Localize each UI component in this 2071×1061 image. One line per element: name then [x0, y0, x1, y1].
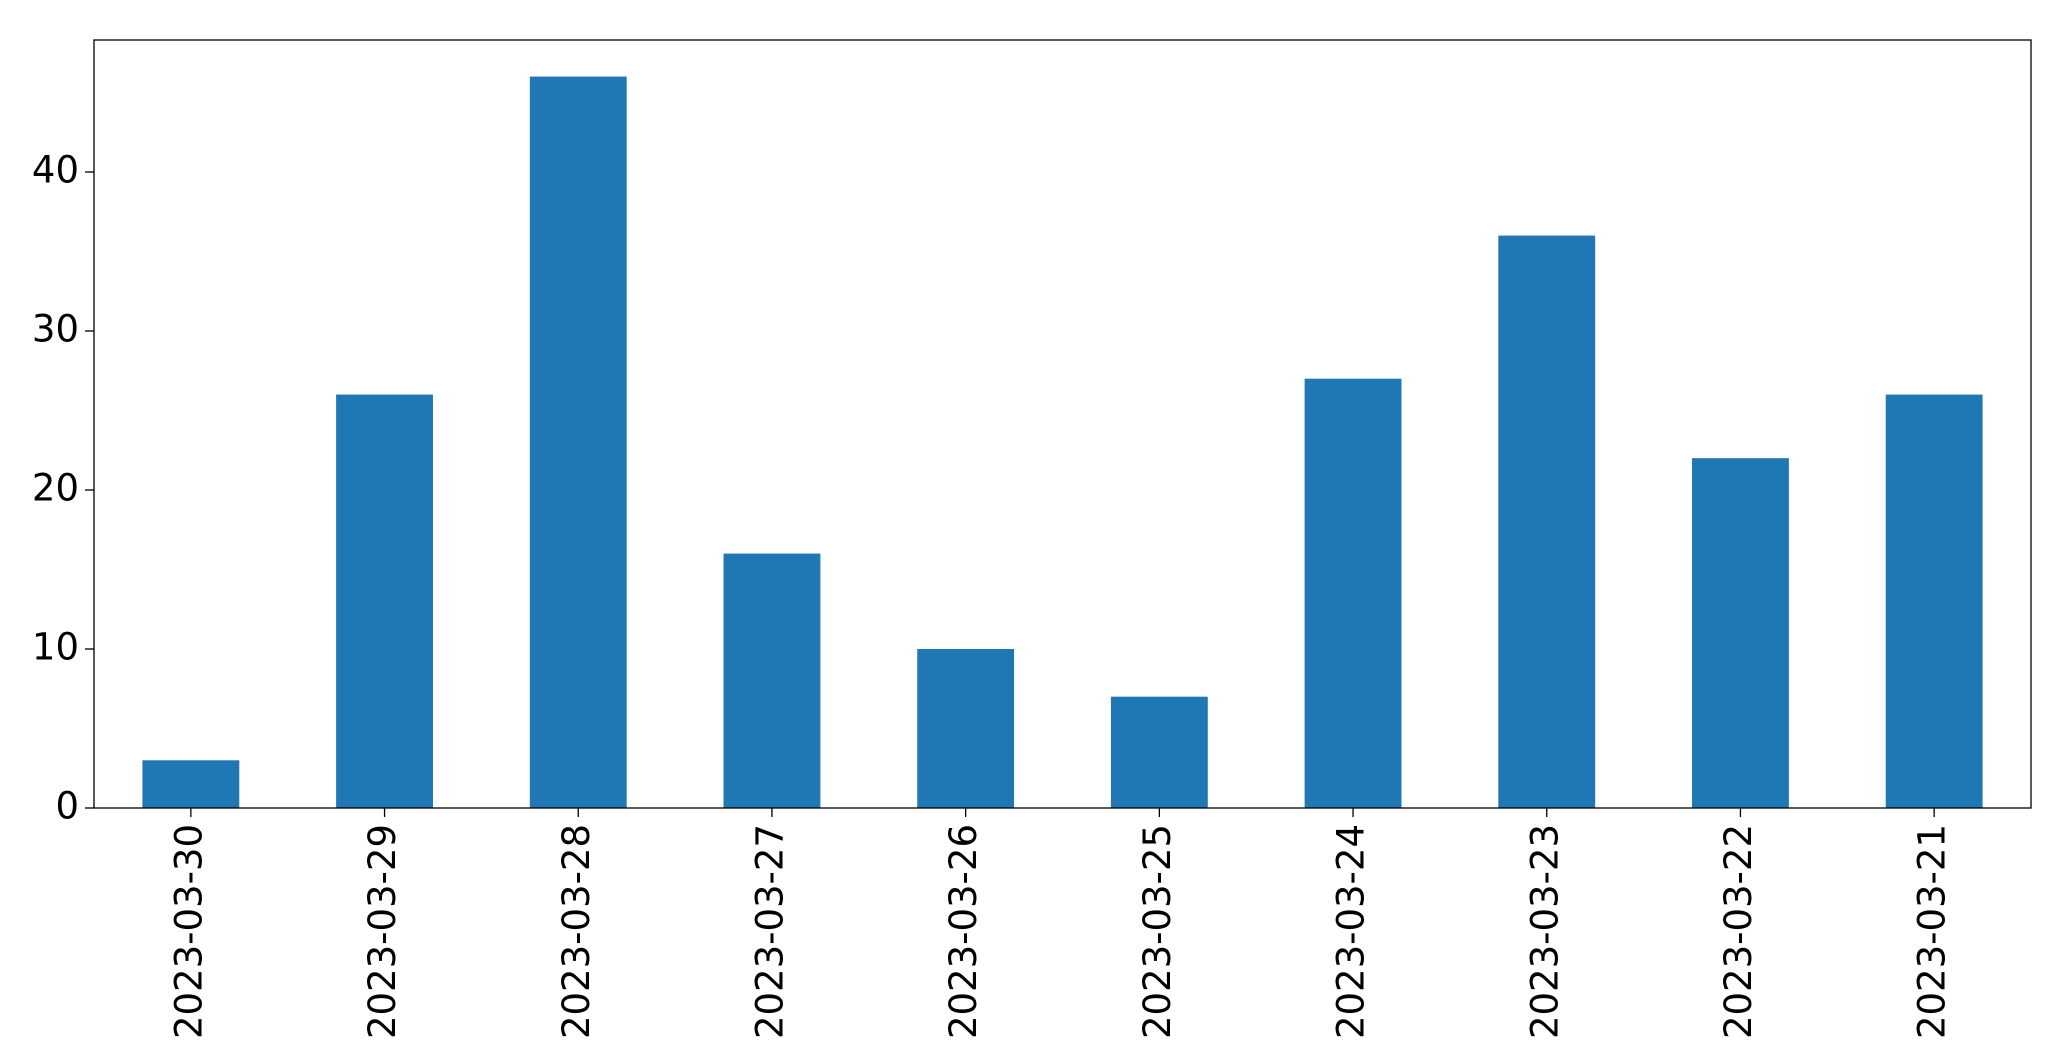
- bar: [1692, 458, 1789, 808]
- bar: [1304, 378, 1402, 808]
- bar: [917, 648, 1015, 808]
- bar: [723, 553, 821, 808]
- bar: [529, 76, 627, 809]
- x-tick-label: 2023-03-26: [942, 824, 985, 1039]
- y-tick-label: 20: [32, 466, 79, 509]
- bar: [1498, 235, 1596, 808]
- x-tick-label: 2023-03-23: [1523, 824, 1566, 1039]
- bar: [142, 760, 240, 808]
- x-tick-label: 2023-03-27: [748, 824, 791, 1039]
- x-tick-label: 2023-03-29: [361, 824, 404, 1039]
- y-tick-label: 40: [32, 148, 79, 191]
- x-tick-label: 2023-03-22: [1717, 824, 1760, 1039]
- bar: [1885, 394, 1983, 808]
- x-tick-label: 2023-03-25: [1136, 824, 1179, 1039]
- y-tick-label: 0: [55, 785, 79, 828]
- bar: [336, 394, 433, 808]
- x-tick-label: 2023-03-21: [1911, 824, 1954, 1039]
- x-tick-label: 2023-03-30: [167, 824, 210, 1039]
- y-tick-label: 30: [32, 307, 79, 350]
- bar: [1110, 696, 1208, 808]
- x-tick-label: 2023-03-28: [555, 824, 598, 1039]
- y-tick-label: 10: [32, 625, 79, 668]
- x-tick-label: 2023-03-24: [1330, 824, 1373, 1039]
- plot-frame: [93, 39, 2032, 809]
